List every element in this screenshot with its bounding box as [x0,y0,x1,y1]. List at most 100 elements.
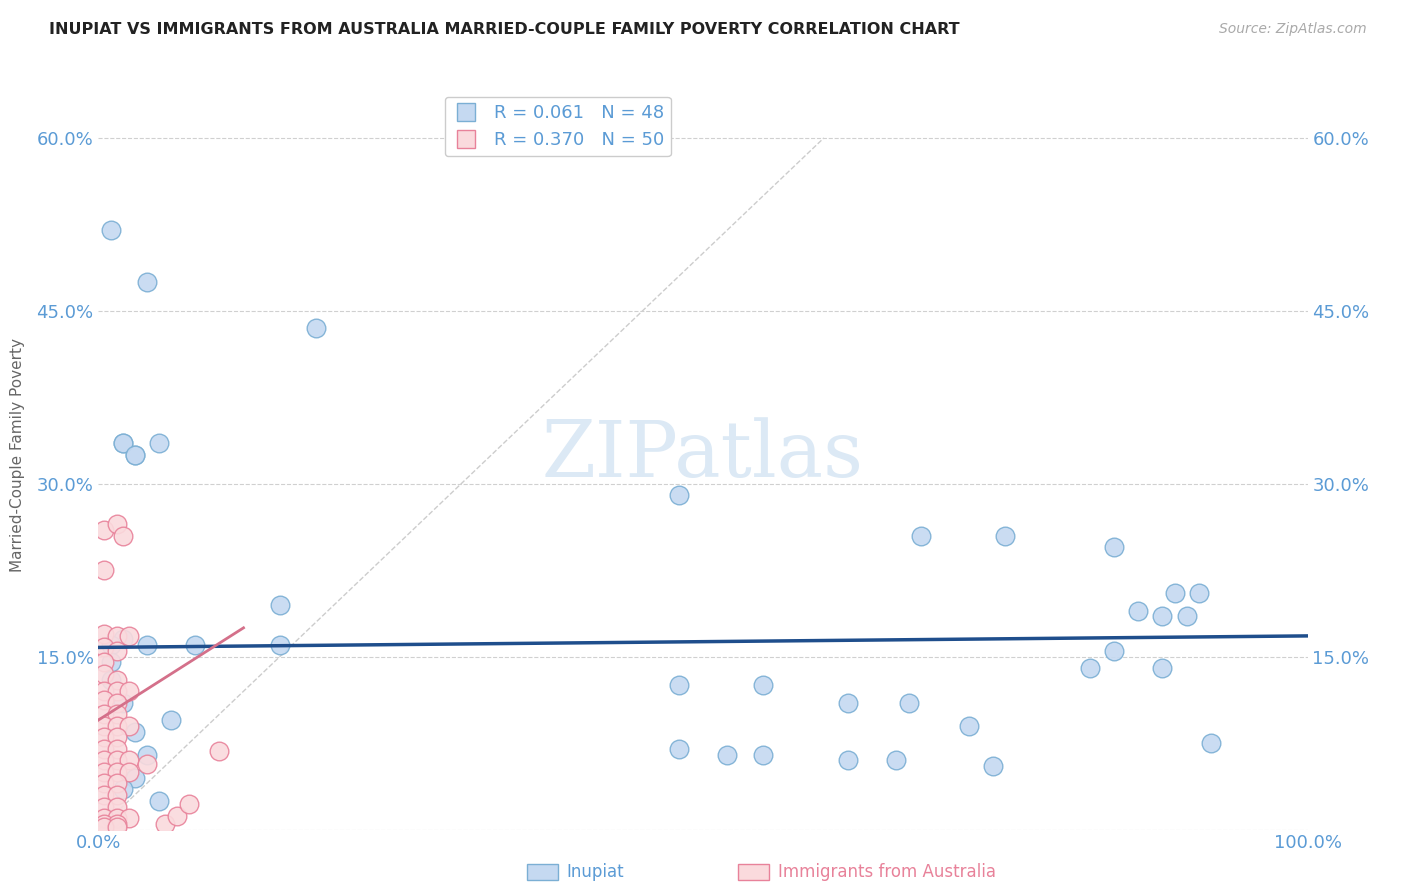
Point [105,719,128,733]
Point [105,731,128,745]
Point [111,782,134,797]
Point [100,638,122,652]
Point [111,696,134,710]
Point [1102,540,1125,554]
Text: Inupiat: Inupiat [567,863,624,881]
Point [111,632,134,647]
Point [124,724,146,739]
Point [105,673,128,687]
Point [111,436,134,450]
Point [118,629,141,643]
Point [752,678,775,692]
Point [105,696,128,710]
Point [100,673,122,687]
Point [124,448,146,462]
Point [93,563,115,577]
Point [111,436,134,450]
Point [208,744,231,758]
Point [93,820,115,834]
Point [118,753,141,767]
Point [93,523,115,537]
Point [93,799,115,814]
Point [93,817,115,831]
Point [1102,644,1125,658]
Point [305,321,328,335]
Point [93,742,115,756]
Legend: R = 0.061   N = 48, R = 0.370   N = 50: R = 0.061 N = 48, R = 0.370 N = 50 [444,97,671,156]
Point [105,776,128,790]
Y-axis label: Married-Couple Family Poverty: Married-Couple Family Poverty [10,338,25,572]
Point [269,598,291,612]
Point [118,764,141,779]
Point [1152,609,1174,624]
Point [105,753,128,767]
Point [837,753,859,767]
Point [105,629,128,643]
Text: INUPIAT VS IMMIGRANTS FROM AUSTRALIA MARRIED-COUPLE FAMILY POVERTY CORRELATION C: INUPIAT VS IMMIGRANTS FROM AUSTRALIA MAR… [49,22,960,37]
Point [111,528,134,542]
Point [105,799,128,814]
Point [105,684,128,698]
Point [105,764,128,779]
Point [100,656,122,670]
Point [93,667,115,681]
Point [124,771,146,785]
Point [124,448,146,462]
Point [668,678,690,692]
Point [105,707,128,722]
Point [93,753,115,767]
Point [148,436,170,450]
Point [1163,586,1185,600]
Point [668,488,690,502]
Point [668,742,690,756]
Point [118,811,141,825]
Point [153,817,176,831]
Point [93,626,115,640]
Point [910,528,932,542]
Point [957,719,980,733]
Point [897,696,920,710]
Point [93,707,115,722]
Point [886,753,908,767]
Point [105,820,128,834]
Point [93,684,115,698]
Point [1078,661,1101,675]
Point [105,644,128,658]
Text: ZIPatlas: ZIPatlas [541,417,865,492]
Point [93,731,115,745]
Point [100,223,122,237]
Point [93,656,115,670]
Point [135,756,157,771]
Point [118,719,141,733]
Point [837,696,859,710]
Point [135,638,157,652]
Point [93,764,115,779]
Point [105,817,128,831]
Point [93,811,115,825]
Point [269,638,291,652]
Point [1188,586,1211,600]
Point [166,808,188,822]
Point [93,640,115,655]
Point [148,794,170,808]
Point [100,811,122,825]
Point [1199,736,1222,750]
Point [716,747,738,762]
Point [1175,609,1198,624]
Point [160,713,183,727]
Point [105,811,128,825]
Point [1128,603,1150,617]
Text: Source: ZipAtlas.com: Source: ZipAtlas.com [1219,22,1367,37]
Point [994,528,1017,542]
Point [105,742,128,756]
Text: Immigrants from Australia: Immigrants from Australia [778,863,995,881]
Point [184,638,207,652]
Point [1152,661,1174,675]
Point [105,517,128,532]
Point [93,776,115,790]
Point [105,788,128,802]
Point [93,719,115,733]
Point [135,275,157,289]
Point [981,759,1004,773]
Point [179,797,201,812]
